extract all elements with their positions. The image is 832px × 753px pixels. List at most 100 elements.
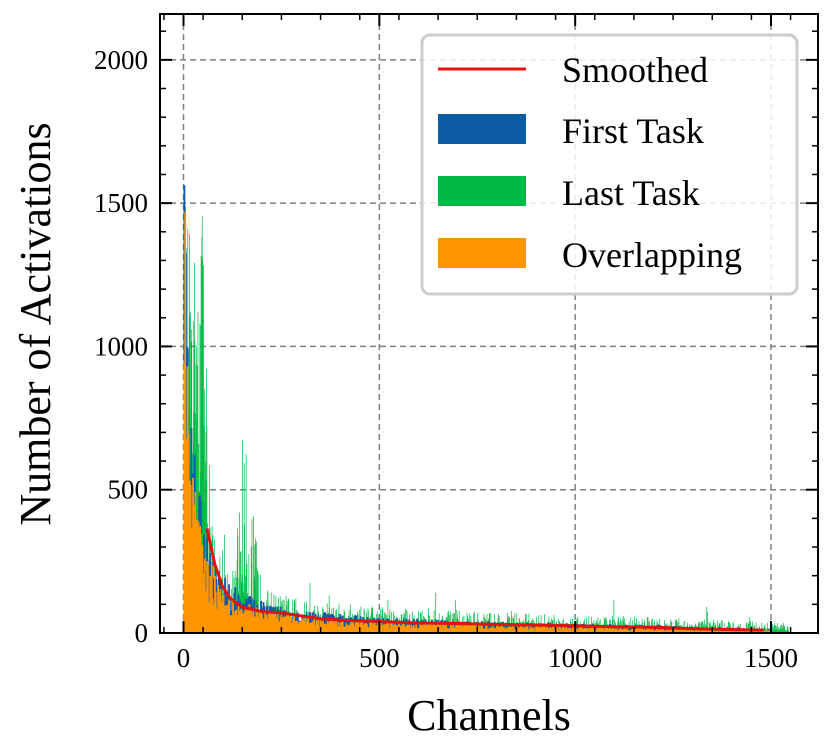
last-task-bar xyxy=(208,465,210,633)
last-task-bar xyxy=(713,622,715,633)
last-task-bar xyxy=(708,622,710,633)
last-task-bar xyxy=(245,453,247,633)
last-task-bar xyxy=(253,545,255,633)
last-task-bar xyxy=(783,627,785,633)
last-task-bar xyxy=(774,624,776,633)
last-task-bar xyxy=(257,571,259,633)
last-task-bar xyxy=(366,612,367,633)
last-task-bar xyxy=(787,625,789,633)
y-tick-label: 1000 xyxy=(94,331,148,361)
overlapping-bar xyxy=(452,624,454,633)
last-task-bar xyxy=(647,617,649,633)
last-task-bar xyxy=(755,622,757,633)
y-tick-label: 1500 xyxy=(94,188,148,218)
overlapping-bar xyxy=(268,610,270,633)
last-task-bar xyxy=(720,620,722,633)
last-task-bar xyxy=(237,536,239,633)
last-task-bar xyxy=(455,600,457,633)
last-task-bar xyxy=(706,619,708,633)
first-task-bar xyxy=(664,625,667,633)
last-task-bar xyxy=(202,290,204,633)
legend: Smoothed First Task Last Task Overlappin… xyxy=(420,33,799,296)
last-task-bar xyxy=(767,622,768,633)
last-task-bar xyxy=(248,553,250,633)
last-task-bar xyxy=(613,600,615,633)
overlapping-bar xyxy=(542,626,545,633)
last-task-bar xyxy=(781,629,783,633)
overlapping-bar xyxy=(228,599,230,633)
last-task-bar xyxy=(773,626,775,633)
last-task-bar xyxy=(197,311,199,633)
last-task-bar xyxy=(237,528,238,633)
last-task-bar xyxy=(507,612,508,633)
last-task-bar xyxy=(611,615,613,633)
last-task-bar xyxy=(242,439,243,633)
last-task-bar xyxy=(588,615,590,633)
last-task-bar xyxy=(372,606,373,633)
legend-last-task-label: Last Task xyxy=(562,173,700,213)
last-task-bar xyxy=(309,583,311,633)
last-task-bar xyxy=(434,592,436,633)
x-axis-title: Channels xyxy=(407,691,571,740)
plot-frame xyxy=(159,13,819,634)
last-task-bar xyxy=(241,575,243,633)
x-tick-label: 1500 xyxy=(744,643,798,673)
overlapping-bar xyxy=(708,629,711,633)
last-task-bar xyxy=(729,622,731,633)
last-task-bar xyxy=(652,618,654,633)
last-task-bar xyxy=(387,599,389,633)
legend-first-task-swatch xyxy=(438,114,526,144)
last-task-bar xyxy=(777,629,778,633)
last-task-bar xyxy=(782,628,784,633)
last-task-bar xyxy=(704,619,705,633)
last-task-bar xyxy=(706,606,708,633)
overlapping-bar xyxy=(361,620,364,633)
last-task-bar xyxy=(239,551,241,633)
last-task-bar xyxy=(776,630,778,633)
last-task-bar xyxy=(250,546,252,633)
last-task-bar xyxy=(775,626,777,633)
last-task-bar xyxy=(458,610,460,633)
overlapping-bar xyxy=(199,533,202,633)
last-task-bar xyxy=(785,630,787,633)
last-task-bar xyxy=(779,630,781,633)
last-task-bar xyxy=(510,610,512,633)
legend-smoothed-label: Smoothed xyxy=(562,50,708,90)
last-task-bar xyxy=(772,624,773,633)
last-task-bar xyxy=(748,621,750,633)
last-task-bar xyxy=(456,609,458,633)
last-task-bar xyxy=(204,388,205,633)
last-task-bar xyxy=(781,630,783,633)
overlapping-bar xyxy=(612,628,615,633)
legend-last-task-swatch xyxy=(438,176,526,206)
last-task-bar xyxy=(786,629,788,633)
overlapping-bar xyxy=(455,624,458,633)
overlapping-bar xyxy=(598,626,601,633)
last-task-bar xyxy=(259,574,261,633)
overlapping-bar xyxy=(491,626,494,633)
first-task-bar xyxy=(659,625,662,633)
last-task-bar xyxy=(779,630,780,633)
last-task-bar xyxy=(776,627,777,633)
overlapping-bar xyxy=(289,616,292,633)
last-task-bar xyxy=(773,625,775,633)
last-task-bar xyxy=(698,621,700,633)
last-task-bar xyxy=(633,616,635,633)
last-task-bar xyxy=(239,512,240,633)
x-tick-label: 500 xyxy=(359,643,400,673)
last-task-bar xyxy=(201,236,203,633)
overlapping-bar xyxy=(184,212,187,634)
first-task-bar xyxy=(324,612,327,633)
last-task-bar xyxy=(783,622,784,633)
overlapping-bar xyxy=(608,627,611,633)
last-task-bar xyxy=(630,617,632,633)
last-task-bar xyxy=(746,622,748,633)
last-task-bar xyxy=(752,621,753,633)
overlapping-bar xyxy=(611,628,613,633)
overlapping-bar xyxy=(408,624,411,633)
last-task-bar xyxy=(749,617,751,633)
last-task-bar xyxy=(382,613,383,633)
legend-box xyxy=(420,33,799,296)
last-task-bar xyxy=(622,616,624,633)
overlapping-bar xyxy=(222,594,225,633)
